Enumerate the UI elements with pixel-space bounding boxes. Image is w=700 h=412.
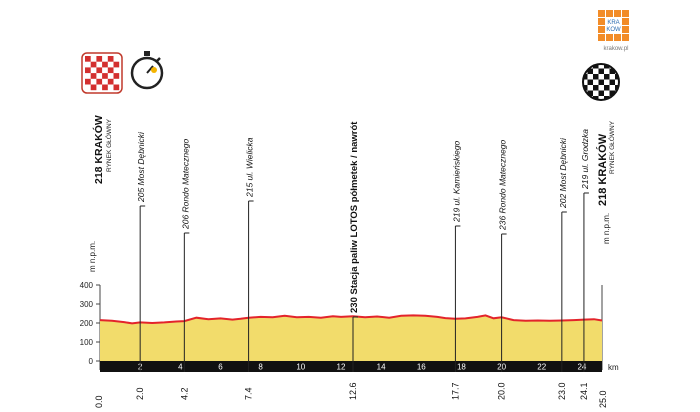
waypoint-km-label: 24.1 bbox=[579, 382, 589, 400]
km-band-label: 16 bbox=[417, 363, 426, 372]
waypoint-km-label: 17.7 bbox=[450, 382, 460, 400]
km-band-label: 6 bbox=[218, 363, 223, 372]
km-band bbox=[100, 361, 602, 372]
waypoint-label: 219 ul. Grodzka bbox=[580, 129, 590, 190]
waypoint-km-label: 12.6 bbox=[348, 382, 358, 400]
km-band-label: 10 bbox=[296, 363, 305, 372]
waypoint-label: 230 Stacja paliw LOTOS półmetek / nawrót bbox=[349, 121, 360, 313]
y-axis-label-left: m n.p.m. bbox=[88, 241, 97, 272]
km-band-label: 4 bbox=[178, 363, 183, 372]
start-flag-icon bbox=[81, 52, 123, 94]
y-tick-label: 400 bbox=[80, 281, 94, 290]
stopwatch-icon bbox=[130, 51, 164, 90]
krakow-logo: KRA KOW krakow.pl bbox=[592, 8, 640, 56]
logo-url: krakow.pl bbox=[603, 46, 629, 52]
start-km-label: 0.0 bbox=[94, 395, 104, 408]
waypoint-km-label: 20.0 bbox=[497, 382, 507, 400]
logo-text-line-2: KOW bbox=[606, 27, 621, 33]
y-axis-label-right: m n.p.m. bbox=[602, 213, 611, 244]
finish-subtitle: RYNEK GŁÓWNY bbox=[607, 120, 616, 174]
elevation-area bbox=[100, 315, 602, 361]
waypoint-label: 236 Rondo Matecznego bbox=[498, 139, 508, 231]
km-band-label: 14 bbox=[377, 363, 386, 372]
finish-name: 218 KRAKÓW bbox=[596, 133, 609, 206]
km-band-label: 22 bbox=[537, 363, 546, 372]
km-band-label: 8 bbox=[258, 363, 263, 372]
elevation-line bbox=[99, 314, 603, 325]
km-band-label: 24 bbox=[577, 363, 586, 372]
waypoint-km-label: 23.0 bbox=[557, 382, 567, 400]
km-band-label: 18 bbox=[457, 363, 466, 372]
finish-km-label: 25.0 bbox=[598, 390, 608, 408]
km-band-label: 12 bbox=[337, 363, 346, 372]
krakow-logo-mark: KRA KOW bbox=[598, 10, 629, 41]
y-tick-label: 0 bbox=[89, 357, 94, 366]
km-unit-label: km bbox=[608, 363, 619, 372]
finish-flag-icon bbox=[582, 63, 620, 101]
y-tick-label: 100 bbox=[80, 338, 94, 347]
waypoint-km-label: 4.2 bbox=[179, 387, 189, 400]
y-tick-label: 300 bbox=[80, 300, 94, 309]
y-tick-label: 200 bbox=[80, 319, 94, 328]
waypoint-label: 206 Rondo Matecznego bbox=[180, 138, 190, 230]
waypoint-label: 202 Most Dębnicki bbox=[558, 137, 568, 209]
start-name: 218 KRAKÓW bbox=[92, 115, 105, 184]
logo-text-line-1: KRA bbox=[607, 20, 619, 26]
waypoint-km-label: 2.0 bbox=[135, 387, 145, 400]
waypoint-km-label: 7.4 bbox=[244, 387, 254, 400]
start-subtitle: RYNEK GŁÓWNY bbox=[104, 118, 113, 172]
waypoint-label: 215 ul. Wielicka bbox=[245, 137, 255, 198]
waypoint-label: 205 Most Dębnicki bbox=[136, 131, 146, 203]
waypoint-label: 219 ul. Kamieńskiego bbox=[451, 140, 461, 223]
